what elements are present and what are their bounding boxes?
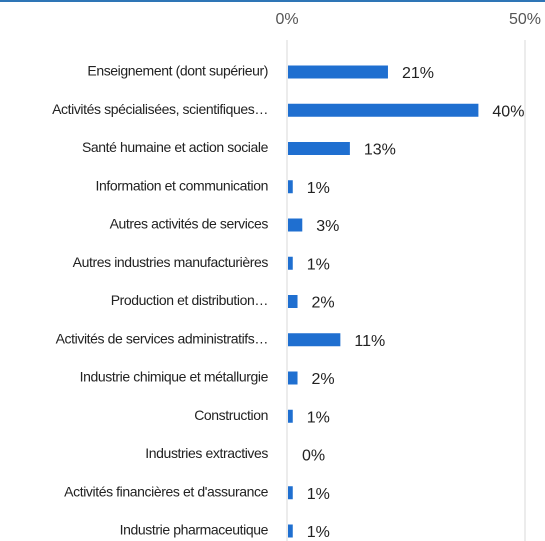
category-label: Information et communication (96, 177, 268, 193)
bar (288, 295, 298, 308)
bar (288, 103, 479, 117)
category-label: Autres industries manufacturières (73, 254, 269, 270)
category-label: Activités financières et d'assurance (64, 483, 268, 499)
value-label: 40% (492, 103, 524, 120)
value-label: 2% (312, 371, 335, 388)
bar (288, 524, 293, 538)
category-label: Industries extractives (145, 445, 268, 461)
value-label: 3% (316, 218, 339, 235)
value-label: 11% (354, 333, 385, 350)
value-label: 1% (307, 180, 330, 197)
bar (288, 409, 293, 423)
value-label: 1% (307, 486, 330, 503)
x-tick-label: 0% (275, 11, 298, 28)
bar (288, 486, 293, 500)
bar (288, 65, 388, 79)
value-label: 13% (364, 142, 396, 159)
value-label: 2% (312, 295, 335, 312)
category-label: Enseignement (dont supérieur) (87, 63, 268, 79)
value-label: 1% (307, 256, 330, 273)
category-label: Industrie pharmaceutique (120, 522, 269, 538)
bar (288, 256, 293, 270)
category-label: Autres activités de services (110, 216, 269, 232)
bar (288, 142, 350, 155)
category-label: Activités spécialisées, scientifiques… (52, 101, 268, 117)
category-label: Santé humaine et action sociale (82, 139, 269, 155)
bar (288, 333, 341, 347)
top-border (0, 0, 545, 2)
category-label: Activités de services administratifs… (56, 330, 268, 346)
category-label: Production et distribution… (111, 292, 268, 308)
value-label: 21% (402, 65, 434, 82)
bar (288, 218, 303, 232)
value-label: 1% (307, 409, 330, 426)
category-label: Industrie chimique et métallurgie (80, 369, 269, 385)
bar (288, 371, 298, 385)
x-tick-label: 50% (509, 11, 541, 28)
category-label: Construction (194, 407, 268, 423)
bar (288, 180, 293, 194)
value-label: 0% (302, 448, 325, 465)
value-label: 1% (307, 524, 330, 541)
